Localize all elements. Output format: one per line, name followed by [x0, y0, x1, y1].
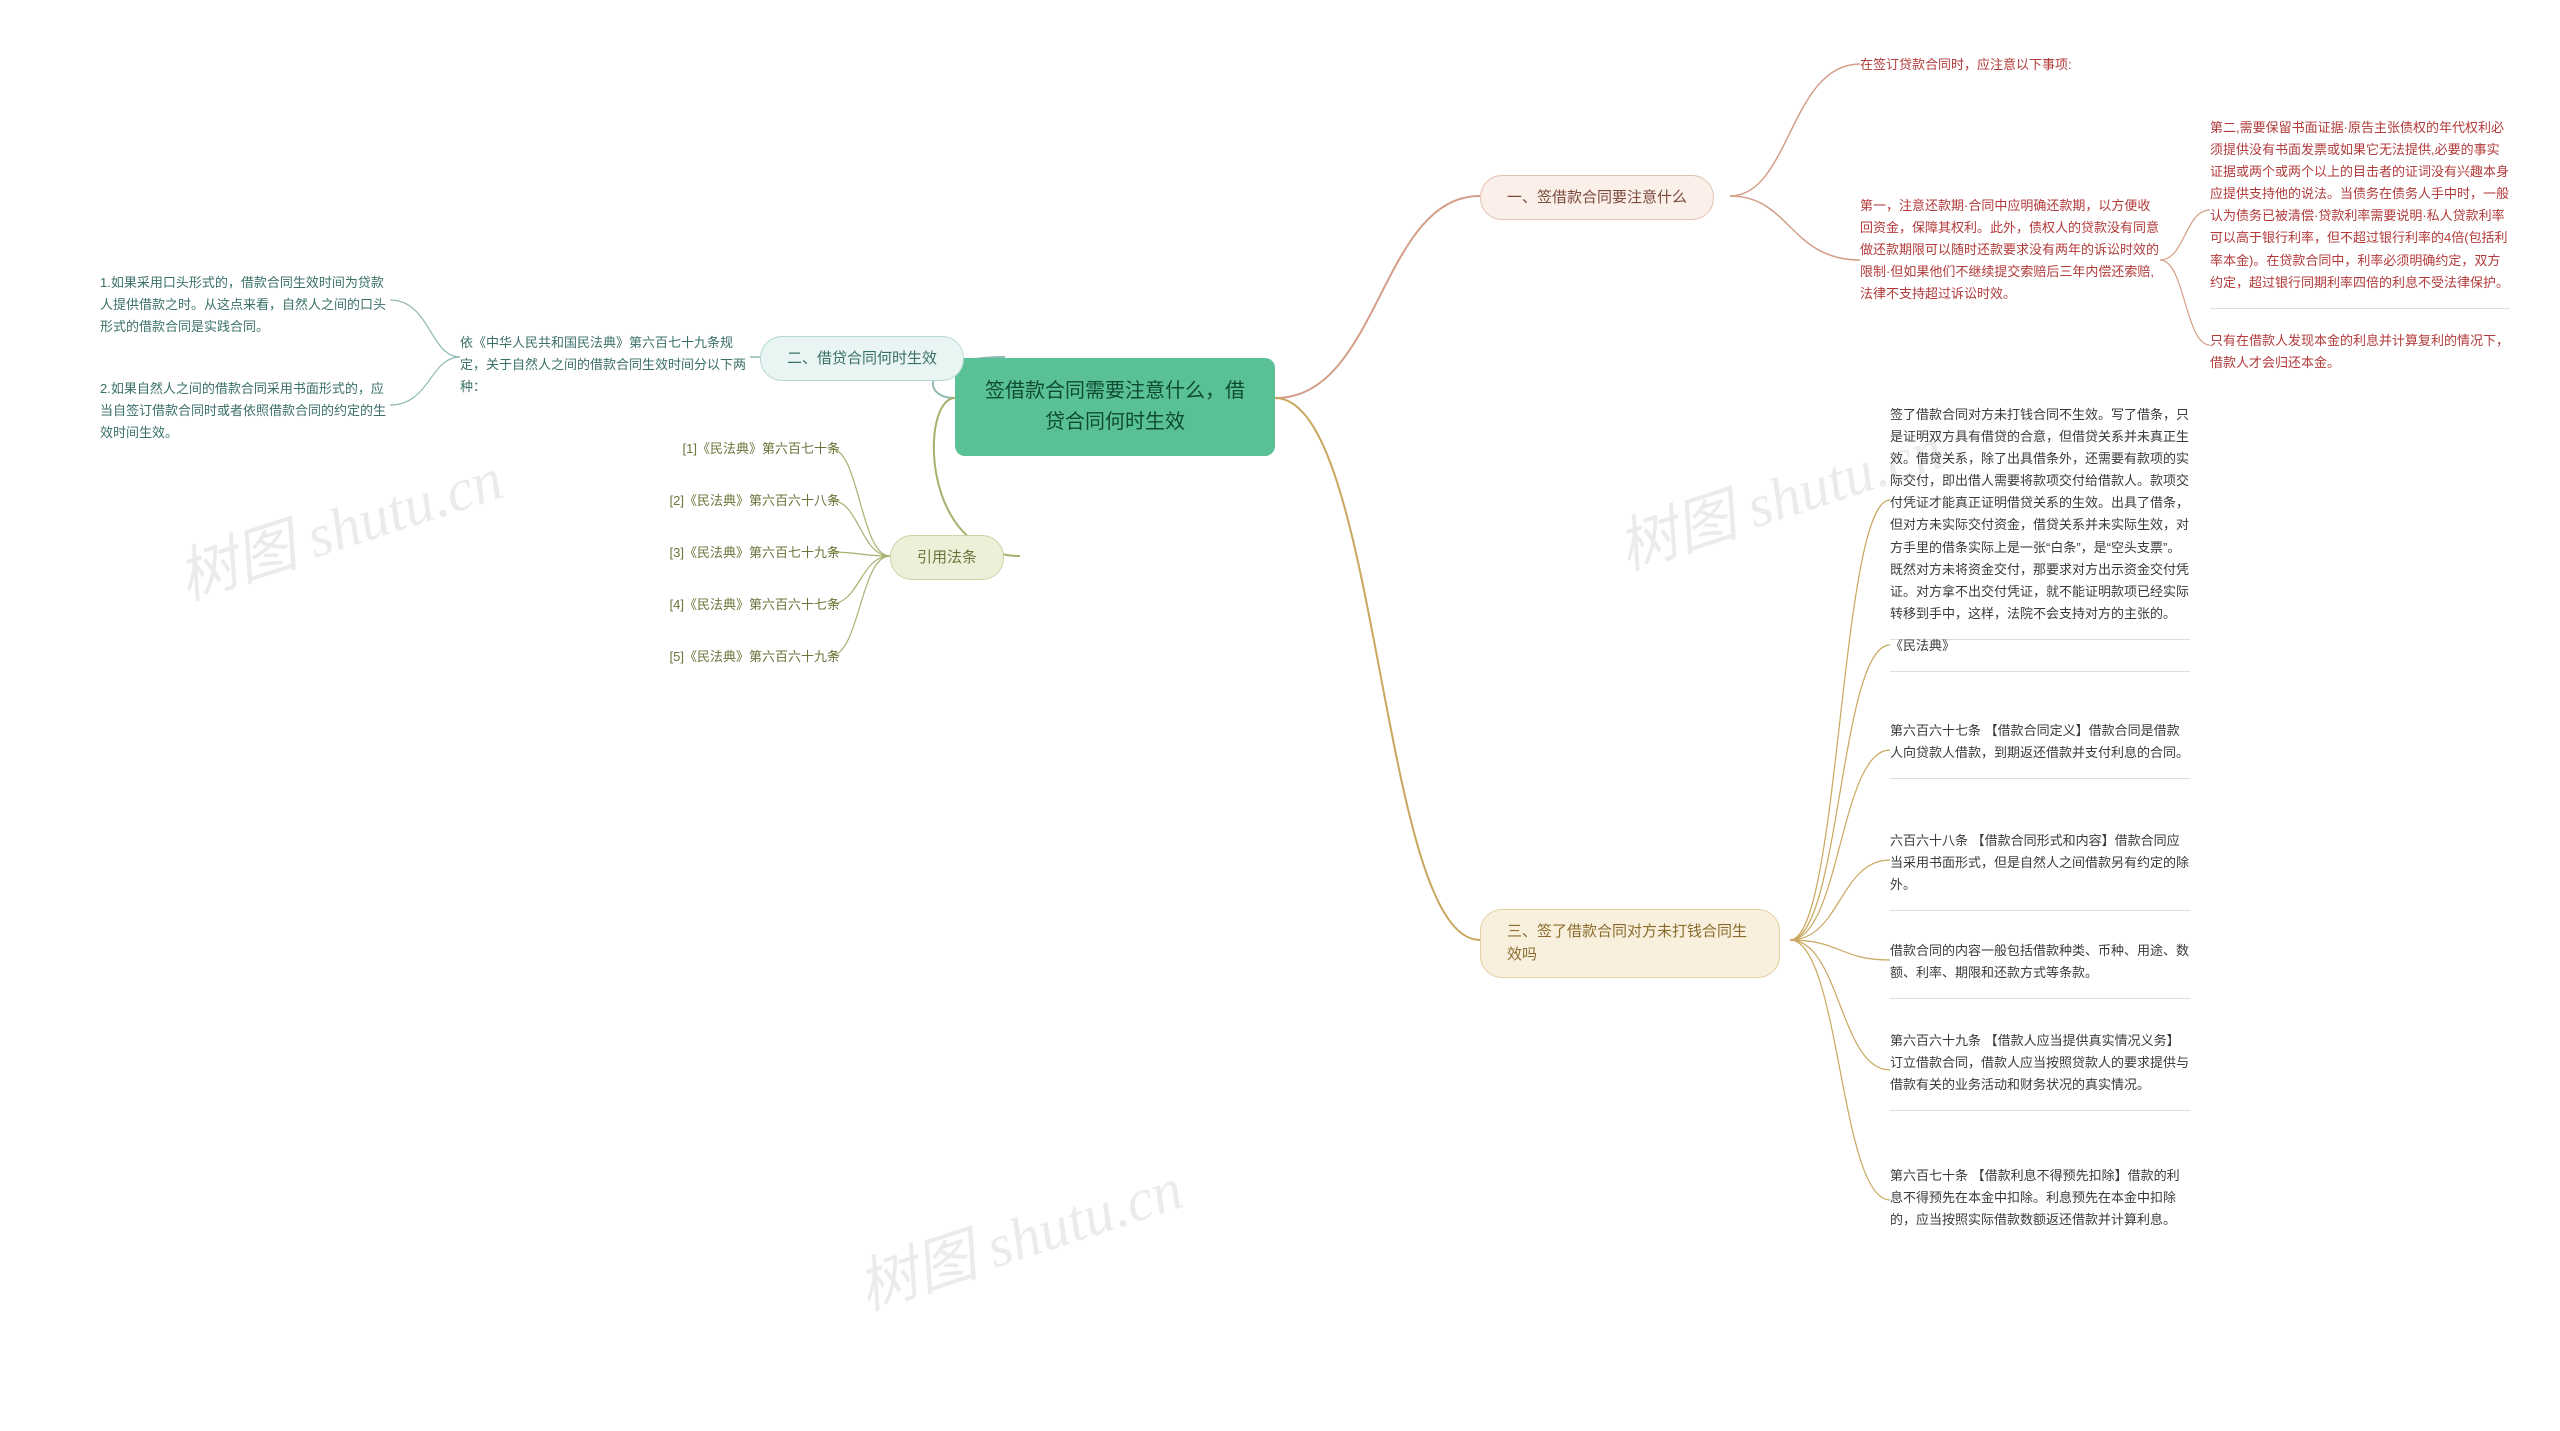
b1-leaf-2-1-text: 第一，注意还款期·合同中应明确还款期，以方便收回资金，保障其权利。此外，债权人的… — [1860, 198, 2159, 301]
b3-c3-text: 第六百六十七条 【借款合同定义】借款合同是借款人向贷款人借款，到期返还借款并支付… — [1890, 723, 2189, 760]
b4-item-4-text: [5]《民法典》第六百六十九条 — [670, 649, 840, 664]
b1-leaf-2-2a-text: 第二,需要保留书面证据·原告主张债权的年代权利必须提供没有书面发票或如果它无法提… — [2210, 120, 2509, 290]
b4-item-0-text: [1]《民法典》第六百七十条 — [683, 441, 840, 456]
b1-leaf-2-2b: 只有在借款人发现本金的利息并计算复利的情况下，借款人才会归还本金。 — [2210, 330, 2510, 374]
branch-4[interactable]: 引用法条 — [890, 535, 1004, 580]
b3-c1: 签了借款合同对方未打钱合同不生效。写了借条，只是证明双方具有借贷的合意，但借贷关… — [1890, 404, 2190, 640]
b4-item-4: [5]《民法典》第六百六十九条 — [640, 646, 840, 668]
b3-c5: 借款合同的内容一般包括借款种类、币种、用途、数额、利率、期限和还款方式等条款。 — [1890, 940, 2190, 999]
b3-c5-text: 借款合同的内容一般包括借款种类、币种、用途、数额、利率、期限和还款方式等条款。 — [1890, 943, 2189, 980]
b3-c7: 第六百七十条 【借款利息不得预先扣除】借款的利息不得预先在本金中扣除。利息预先在… — [1890, 1165, 2190, 1231]
root-title: 签借款合同需要注意什么，借贷合同何时生效 — [985, 380, 1245, 433]
root-node[interactable]: 签借款合同需要注意什么，借贷合同何时生效 — [955, 358, 1275, 456]
b3-c1-text: 签了借款合同对方未打钱合同不生效。写了借条，只是证明双方具有借贷的合意，但借贷关… — [1890, 407, 2189, 621]
b4-item-0: [1]《民法典》第六百七十条 — [640, 438, 840, 460]
b1-leaf-2-2b-text: 只有在借款人发现本金的利息并计算复利的情况下，借款人才会归还本金。 — [2210, 333, 2509, 370]
b4-item-1: [2]《民法典》第六百六十八条 — [640, 490, 840, 512]
b1-leaf-1-text: 在签订贷款合同时，应注意以下事项: — [1860, 57, 2072, 72]
b3-c6: 第六百六十九条 【借款人应当提供真实情况义务】订立借款合同，借款人应当按照贷款人… — [1890, 1030, 2190, 1111]
b1-leaf-1: 在签订贷款合同时，应注意以下事项: — [1860, 54, 2140, 76]
b3-c2: 《民法典》 — [1890, 635, 2190, 672]
b2-leaf-text: 依《中华人民共和国民法典》第六百七十九条规定，关于自然人之间的借款合同生效时间分… — [460, 335, 746, 394]
b2-grand-1: 1.如果采用口头形式的，借款合同生效时间为贷款人提供借款之时。从这点来看，自然人… — [100, 272, 390, 338]
b4-item-2: [3]《民法典》第六百七十九条 — [640, 542, 840, 564]
b3-c7-text: 第六百七十条 【借款利息不得预先扣除】借款的利息不得预先在本金中扣除。利息预先在… — [1890, 1168, 2180, 1227]
b1-leaf-2-1: 第一，注意还款期·合同中应明确还款期，以方便收回资金，保障其权利。此外，债权人的… — [1860, 195, 2160, 305]
branch-2-label: 二、借贷合同何时生效 — [787, 350, 937, 367]
b2-grand-2: 2.如果自然人之间的借款合同采用书面形式的，应当自签订借款合同时或者依照借款合同… — [100, 378, 390, 444]
branch-1-label: 一、签借款合同要注意什么 — [1507, 189, 1687, 206]
b2-grand-1-text: 1.如果采用口头形式的，借款合同生效时间为贷款人提供借款之时。从这点来看，自然人… — [100, 275, 386, 334]
watermark: 树图 shutu.cn — [845, 1140, 1192, 1327]
b3-c3: 第六百六十七条 【借款合同定义】借款合同是借款人向贷款人借款，到期返还借款并支付… — [1890, 720, 2190, 779]
branch-3[interactable]: 三、签了借款合同对方未打钱合同生效吗 — [1480, 909, 1780, 978]
b1-leaf-2-2a: 第二,需要保留书面证据·原告主张债权的年代权利必须提供没有书面发票或如果它无法提… — [2210, 117, 2510, 309]
b3-c6-text: 第六百六十九条 【借款人应当提供真实情况义务】订立借款合同，借款人应当按照贷款人… — [1890, 1033, 2189, 1092]
b4-item-3-text: [4]《民法典》第六百六十七条 — [670, 597, 840, 612]
watermark: 树图 shutu.cn — [165, 430, 512, 617]
mindmap-canvas: 树图 shutu.cn 树图 shutu.cn 树图 shutu.cn — [0, 0, 2560, 1431]
b2-leaf: 依《中华人民共和国民法典》第六百七十九条规定，关于自然人之间的借款合同生效时间分… — [460, 332, 750, 398]
branch-2[interactable]: 二、借贷合同何时生效 — [760, 336, 964, 381]
b2-grand-2-text: 2.如果自然人之间的借款合同采用书面形式的，应当自签订借款合同时或者依照借款合同… — [100, 381, 386, 440]
b4-item-1-text: [2]《民法典》第六百六十八条 — [670, 493, 840, 508]
b4-item-3: [4]《民法典》第六百六十七条 — [640, 594, 840, 616]
b3-c4-text: 六百六十八条 【借款合同形式和内容】借款合同应当采用书面形式，但是自然人之间借款… — [1890, 833, 2189, 892]
b4-item-2-text: [3]《民法典》第六百七十九条 — [670, 545, 840, 560]
b3-c2-text: 《民法典》 — [1890, 638, 1955, 653]
branch-4-label: 引用法条 — [917, 549, 977, 566]
b3-c4: 六百六十八条 【借款合同形式和内容】借款合同应当采用书面形式，但是自然人之间借款… — [1890, 830, 2190, 911]
branch-3-label: 三、签了借款合同对方未打钱合同生效吗 — [1507, 923, 1747, 963]
branch-1[interactable]: 一、签借款合同要注意什么 — [1480, 175, 1714, 220]
